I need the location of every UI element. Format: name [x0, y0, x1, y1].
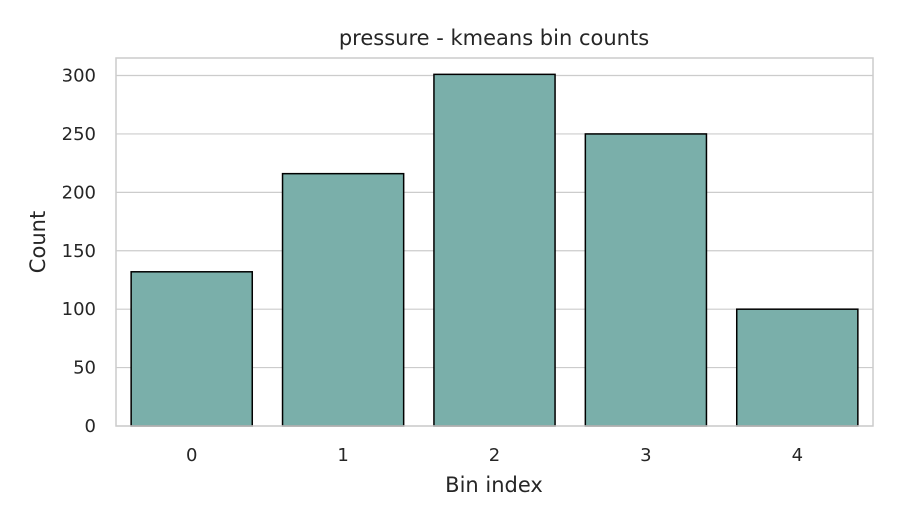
- y-tick-label: 200: [62, 182, 96, 203]
- x-tick-label: 2: [489, 445, 500, 466]
- bar-bin-3: [584, 133, 708, 427]
- bar-bin-1: [281, 172, 405, 427]
- y-tick-label: 250: [62, 124, 96, 145]
- y-tick-label: 150: [62, 241, 96, 262]
- bars: [130, 73, 859, 427]
- y-tick-label: 300: [62, 66, 96, 87]
- chart-title: pressure - kmeans bin counts: [339, 26, 649, 50]
- y-tick-label: 50: [73, 358, 96, 379]
- x-tick-label: 0: [186, 445, 197, 466]
- x-tick-label: 1: [337, 445, 348, 466]
- bar-bin-0: [130, 271, 254, 427]
- plot-frame: [115, 57, 874, 427]
- x-tick-labels: 0 1 2 3 4: [186, 445, 803, 466]
- x-tick-label: 4: [792, 445, 803, 466]
- y-tick-label: 100: [62, 299, 96, 320]
- x-tick-label: 3: [640, 445, 651, 466]
- y-tick-labels: 0 50 100 150 200 250 300: [62, 66, 96, 437]
- y-tick-label: 0: [85, 416, 96, 437]
- bar-bin-4: [735, 308, 859, 427]
- x-axis-title: Bin index: [445, 473, 543, 497]
- bar-bin-2: [433, 73, 556, 427]
- y-axis-title: Count: [26, 211, 50, 273]
